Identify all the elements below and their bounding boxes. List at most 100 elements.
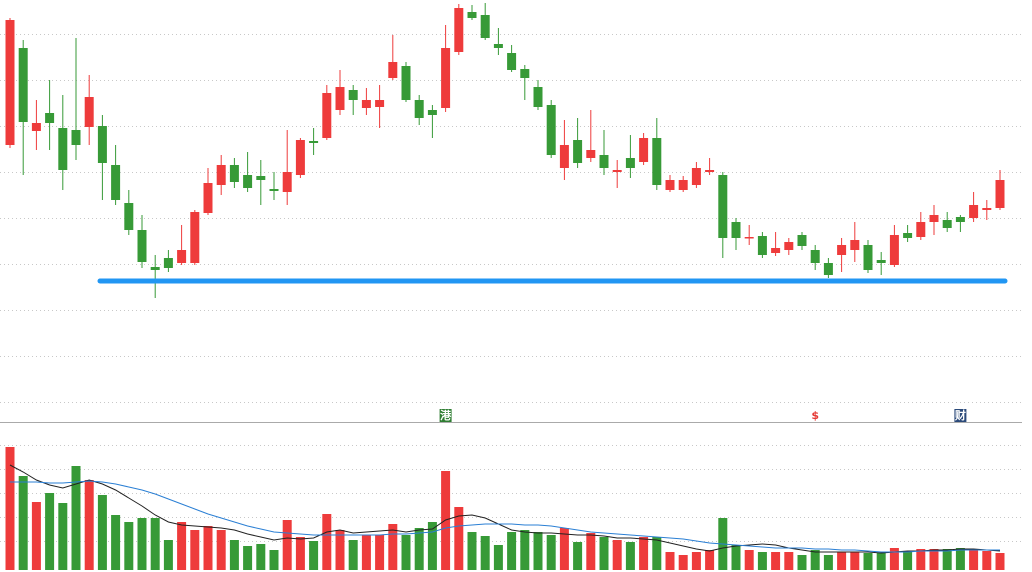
volume-bar <box>573 542 583 570</box>
volume-bar <box>467 532 477 570</box>
candle-body <box>639 138 649 162</box>
candle-body <box>573 140 583 163</box>
candle-body <box>586 150 596 158</box>
volume-bar <box>652 537 662 570</box>
candle-body <box>137 230 147 262</box>
volume-bar <box>322 514 332 570</box>
candle-body <box>467 12 477 18</box>
volume-bar <box>150 518 160 570</box>
volume-bar <box>401 535 411 570</box>
candle-body <box>18 48 28 122</box>
candle-body <box>335 87 345 110</box>
candle-body <box>546 105 556 155</box>
volume-bar <box>229 540 239 570</box>
volume-bar <box>216 530 226 570</box>
volume-bar <box>969 549 979 570</box>
candle-body <box>388 62 398 78</box>
volume-bar <box>916 549 926 570</box>
volume-bar <box>507 532 517 570</box>
volume-bar <box>309 541 319 570</box>
candle-body <box>441 48 451 108</box>
candle-body <box>124 203 134 230</box>
candle-body <box>810 250 820 263</box>
volume-bar <box>480 536 490 570</box>
candle-body <box>309 141 319 143</box>
candle-body <box>507 53 517 70</box>
volume-bar <box>942 549 952 570</box>
volume-average-line <box>9 464 1001 554</box>
volume-bar <box>31 502 41 570</box>
volume-bar <box>177 522 187 570</box>
candle-body <box>678 180 688 190</box>
event-label: 财 <box>954 408 966 422</box>
volume-bar <box>955 548 965 570</box>
volume-bar <box>361 535 371 570</box>
candle-body <box>718 175 728 238</box>
candle-body <box>190 212 200 263</box>
volume-bar <box>982 551 992 570</box>
event-label: 港 <box>440 408 452 422</box>
volume-bar <box>757 552 767 570</box>
volume-bar <box>771 552 781 570</box>
candle-body <box>256 176 266 180</box>
event-badge <box>954 409 967 422</box>
volume-bar <box>348 540 358 570</box>
candle-body <box>163 258 173 268</box>
volume-bar <box>691 552 701 570</box>
candle-body <box>5 20 15 145</box>
candle-body <box>599 155 609 168</box>
volume-bar <box>97 495 107 570</box>
candle-body <box>625 158 635 168</box>
volume-bar <box>546 535 556 570</box>
volume-bar <box>599 537 609 570</box>
candle-body <box>916 222 926 237</box>
volume-bar <box>784 552 794 570</box>
candle-body <box>203 183 213 213</box>
candle-body <box>559 145 569 168</box>
candle-body <box>361 100 371 108</box>
volume-bar <box>493 545 503 570</box>
candle-body <box>705 170 715 172</box>
volume-bar <box>665 552 675 570</box>
candle-body <box>652 138 662 185</box>
candle-body <box>520 69 530 78</box>
volume-bar <box>797 555 807 570</box>
candle-body <box>969 205 979 218</box>
candle-body <box>955 217 965 222</box>
candle-body <box>454 8 464 52</box>
volume-bar <box>84 480 94 570</box>
volume-bar <box>427 522 437 570</box>
volume-bar <box>388 524 398 570</box>
volume-bar <box>282 520 292 570</box>
volume-bar <box>903 551 913 570</box>
volume-bar <box>625 542 635 570</box>
candle-body <box>177 250 187 263</box>
candle-body <box>480 15 490 38</box>
candle-body <box>84 97 94 127</box>
volume-bar <box>586 533 596 570</box>
volume-bar <box>850 552 860 570</box>
candle-body <box>784 242 794 250</box>
candle-body <box>229 165 239 182</box>
volume-bar <box>18 476 28 570</box>
volume-average-line <box>10 480 1000 553</box>
candle-body <box>995 180 1005 208</box>
volume-bar <box>111 515 121 570</box>
candle-body <box>375 100 385 107</box>
volume-bar <box>837 552 847 570</box>
volume-bar <box>863 553 873 570</box>
candle-body <box>493 44 503 48</box>
volume-bar <box>5 447 15 570</box>
candle-body <box>942 220 952 228</box>
candle-body <box>691 168 701 185</box>
candle-body <box>322 93 332 138</box>
candle-body <box>45 113 55 123</box>
candle-body <box>58 128 68 170</box>
volume-bar <box>295 537 305 570</box>
volume-bar <box>71 466 81 570</box>
candle-body <box>97 126 107 163</box>
candle-body <box>401 66 411 100</box>
volume-bar <box>705 550 715 570</box>
volume-bar <box>58 503 68 570</box>
